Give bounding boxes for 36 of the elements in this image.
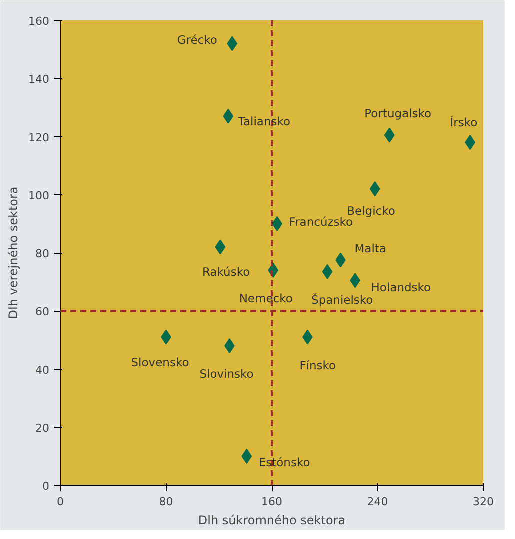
point xyxy=(370,182,380,197)
point xyxy=(224,338,235,354)
point xyxy=(384,128,395,143)
annotation: Holandsko xyxy=(371,280,432,295)
annotation: Portugalsko xyxy=(364,106,432,120)
y-tick-label: 40 xyxy=(36,364,50,377)
x-tick-label: 320 xyxy=(473,496,494,508)
y-tick-label: 140 xyxy=(28,73,50,86)
y-tick-label: 0 xyxy=(42,480,50,493)
y-tick-label: 100 xyxy=(28,189,50,202)
x-axis-title: Dlh súkromného sektora xyxy=(198,514,346,528)
point xyxy=(215,240,226,255)
y-tick-label: 20 xyxy=(36,422,50,435)
x-tick-label: 80 xyxy=(159,496,174,508)
annotation: Fínsko xyxy=(300,358,336,372)
y-tick-label: 120 xyxy=(28,131,50,144)
y-tick-label: 80 xyxy=(36,248,50,260)
annotation: Slovinsko xyxy=(200,367,254,381)
annotation: Španielsko xyxy=(312,292,374,307)
annotation: Malta xyxy=(354,241,386,256)
x-tick-label: 0 xyxy=(57,496,64,508)
y-tick-label: 160 xyxy=(28,15,50,28)
point xyxy=(227,36,238,52)
annotation: Írsko xyxy=(450,116,478,130)
annotation: Grécko xyxy=(177,32,218,47)
point xyxy=(322,264,333,280)
x-tick-label: 160 xyxy=(262,496,282,508)
annotation: Slovensko xyxy=(131,355,190,370)
annotation: Taliansko xyxy=(237,114,291,128)
point xyxy=(242,448,252,464)
x-tick-label: 240 xyxy=(367,496,388,508)
y-tick-label: 60 xyxy=(36,306,50,319)
annotation: Rakúsko xyxy=(202,265,250,280)
y-axis-title: Dlh verejného sektora xyxy=(6,186,21,320)
point xyxy=(223,108,234,124)
annotation: Nemecko xyxy=(239,291,293,306)
